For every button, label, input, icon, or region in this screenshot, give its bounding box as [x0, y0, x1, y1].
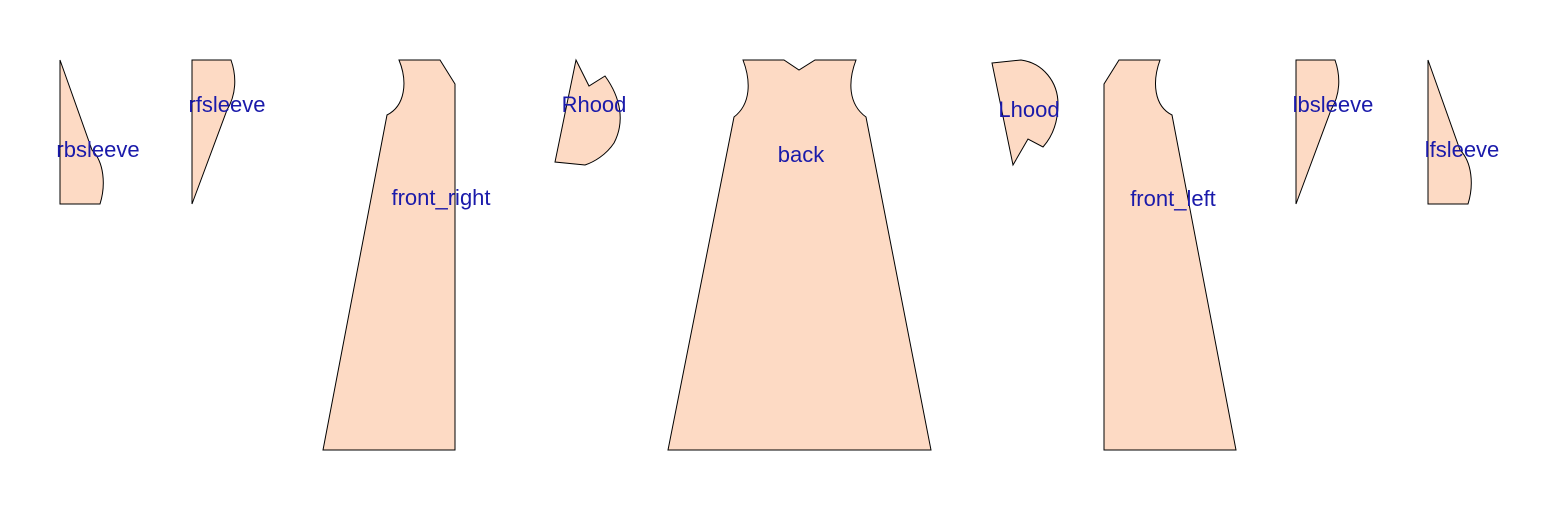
piece-rhood: Rhood [554, 58, 627, 166]
lbsleeve-label: lbsleeve [1293, 92, 1374, 117]
front-right-shape [322, 59, 456, 451]
front-left-shape [1103, 59, 1237, 451]
rhood-shape [554, 58, 621, 166]
piece-rfsleeve: rfsleeve [188, 59, 266, 205]
piece-lfsleeve: lfsleeve [1425, 59, 1500, 205]
lfsleeve-label: lfsleeve [1425, 137, 1500, 162]
piece-rbsleeve: rbsleeve [56, 59, 140, 205]
piece-front-right: front_right [322, 59, 491, 451]
lfsleeve-shape [1427, 59, 1472, 205]
piece-lbsleeve: lbsleeve [1293, 59, 1374, 205]
front-right-label: front_right [391, 185, 490, 210]
rbsleeve-label: rbsleeve [56, 137, 139, 162]
front-left-label: front_left [1130, 186, 1216, 211]
rfsleeve-label: rfsleeve [188, 92, 265, 117]
rfsleeve-shape [191, 59, 236, 205]
lbsleeve-shape [1295, 59, 1340, 205]
rbsleeve-shape [59, 59, 104, 205]
piece-back: back [667, 59, 932, 451]
lhood-label: Lhood [998, 97, 1059, 122]
back-shape [667, 59, 932, 451]
piece-front-left: front_left [1103, 59, 1237, 451]
lhood-shape [991, 59, 1059, 167]
piece-lhood: Lhood [991, 59, 1060, 167]
back-label: back [778, 142, 825, 167]
rhood-label: Rhood [562, 92, 627, 117]
